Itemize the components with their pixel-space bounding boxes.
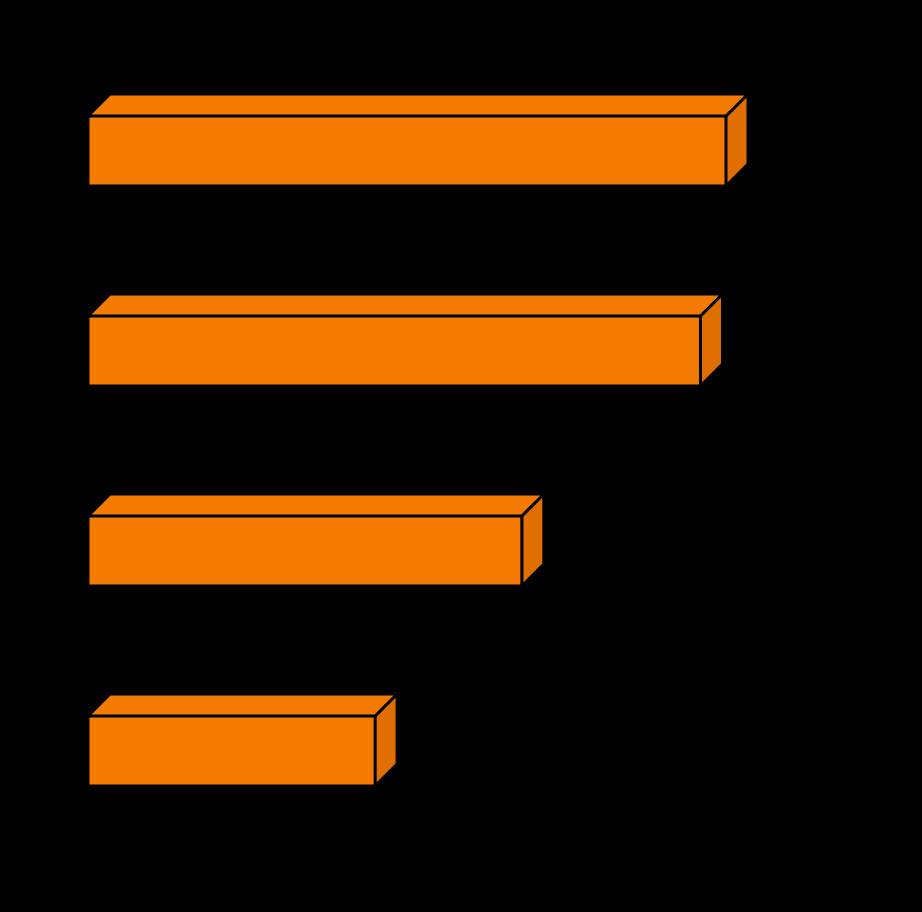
bar-3 bbox=[88, 494, 544, 586]
bar-1-top bbox=[88, 94, 748, 116]
bar-1-front bbox=[88, 116, 726, 186]
bar-4 bbox=[88, 694, 397, 786]
bar-chart-3d bbox=[0, 0, 922, 912]
bar-2-front bbox=[88, 316, 700, 386]
bar-4-top bbox=[88, 694, 397, 716]
bar-2 bbox=[88, 294, 722, 386]
bar-3-top bbox=[88, 494, 544, 516]
bar-3-front bbox=[88, 516, 522, 586]
bar-4-front bbox=[88, 716, 375, 786]
bar-1 bbox=[88, 94, 748, 186]
bar-2-top bbox=[88, 294, 722, 316]
